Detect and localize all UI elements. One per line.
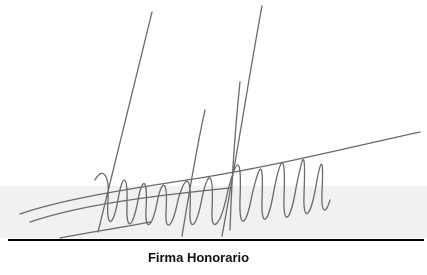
signature-page: {"signature_block": {"label": "Firma Hon… — [0, 0, 427, 275]
signature-label: Firma Honorario — [0, 250, 427, 265]
signature-drawing — [0, 0, 427, 275]
